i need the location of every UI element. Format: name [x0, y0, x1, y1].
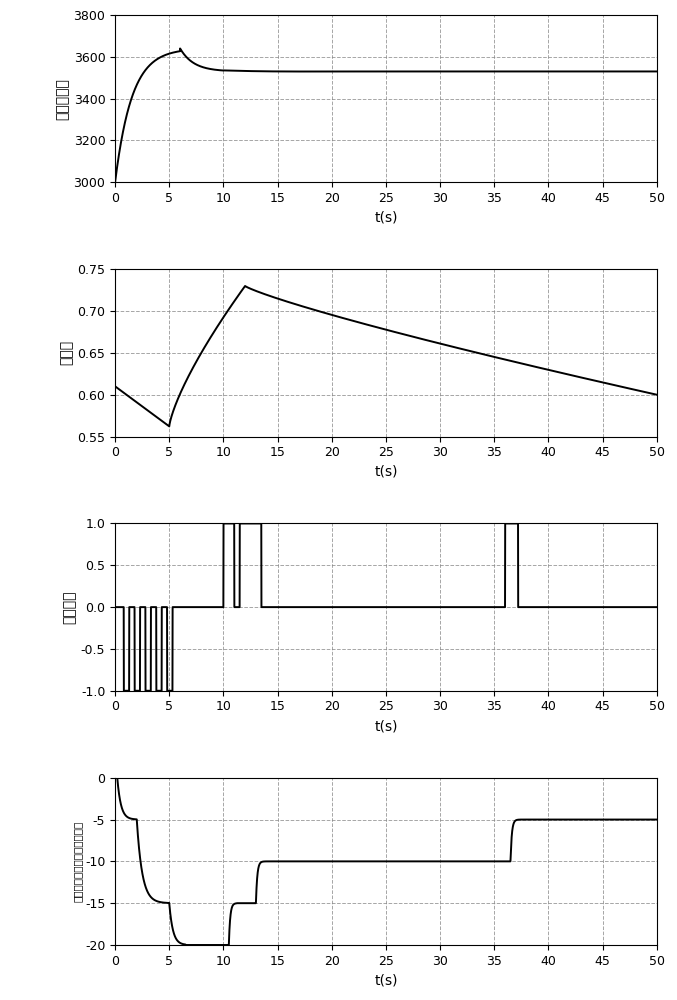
- Y-axis label: 调效驱动的杆位移量（毫米）: 调效驱动的杆位移量（毫米）: [72, 821, 82, 902]
- Y-axis label: 马赫数: 马赫数: [59, 340, 73, 365]
- X-axis label: t(s): t(s): [374, 211, 397, 225]
- X-axis label: t(s): t(s): [374, 973, 397, 987]
- X-axis label: t(s): t(s): [374, 719, 397, 733]
- X-axis label: t(s): t(s): [374, 465, 397, 479]
- Y-axis label: 高度（米）: 高度（米）: [56, 78, 69, 120]
- Y-axis label: 调效信号: 调效信号: [63, 590, 77, 624]
